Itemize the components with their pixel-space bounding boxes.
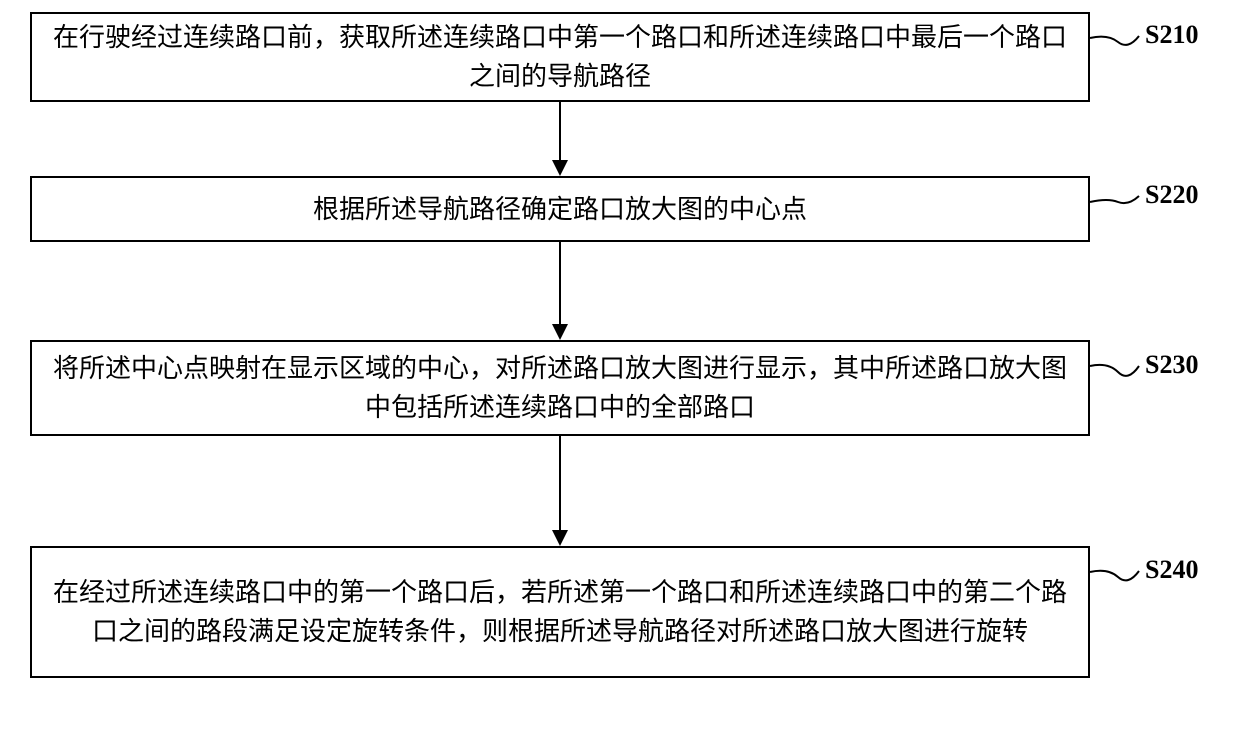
flow-step-s210: 在行驶经过连续路口前，获取所述连续路口中第一个路口和所述连续路口中最后一个路口之… bbox=[30, 12, 1090, 102]
flow-arrow-3 bbox=[548, 436, 572, 546]
flow-step-s230: 将所述中心点映射在显示区域的中心，对所述路口放大图进行显示，其中所述路口放大图中… bbox=[30, 340, 1090, 436]
flow-step-text: 在行驶经过连续路口前，获取所述连续路口中第一个路口和所述连续路口中最后一个路口之… bbox=[52, 18, 1068, 96]
flow-step-s220: 根据所述导航路径确定路口放大图的中心点 bbox=[30, 176, 1090, 242]
flow-step-text: 将所述中心点映射在显示区域的中心，对所述路口放大图进行显示，其中所述路口放大图中… bbox=[52, 349, 1068, 427]
flow-step-label-s230: S230 bbox=[1145, 350, 1198, 380]
flow-step-text: 根据所述导航路径确定路口放大图的中心点 bbox=[313, 190, 807, 229]
flow-arrow-1 bbox=[548, 102, 572, 176]
flow-step-text: 在经过所述连续路口中的第一个路口后，若所述第一个路口和所述连续路口中的第二个路口… bbox=[52, 573, 1068, 651]
flowchart-stage: 在行驶经过连续路口前，获取所述连续路口中第一个路口和所述连续路口中最后一个路口之… bbox=[0, 0, 1240, 729]
label-connector bbox=[1086, 326, 1149, 386]
label-connector bbox=[1086, 162, 1149, 216]
flow-step-label-s210: S210 bbox=[1145, 20, 1198, 50]
flow-arrow-2 bbox=[548, 242, 572, 340]
flow-step-label-s240: S240 bbox=[1145, 555, 1198, 585]
label-connector bbox=[1086, 532, 1149, 591]
flow-step-label-s220: S220 bbox=[1145, 180, 1198, 210]
flow-step-s240: 在经过所述连续路口中的第一个路口后，若所述第一个路口和所述连续路口中的第二个路口… bbox=[30, 546, 1090, 678]
label-connector bbox=[1086, 0, 1149, 56]
